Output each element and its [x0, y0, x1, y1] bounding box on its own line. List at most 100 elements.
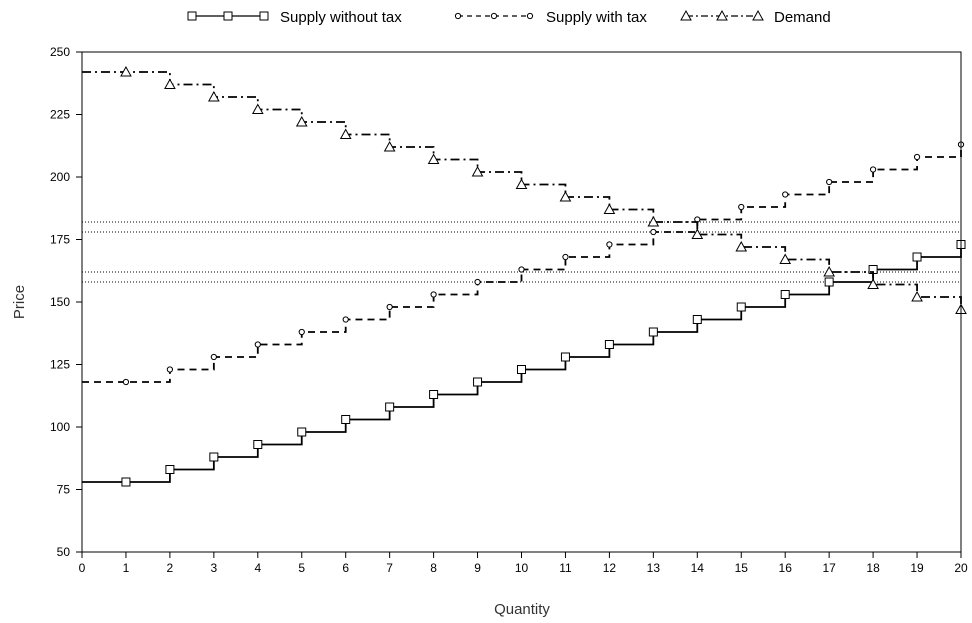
data-point-circle	[122, 378, 130, 386]
data-point-circle	[738, 203, 745, 211]
data-point-triangle	[251, 103, 264, 114]
data-point-circle	[298, 328, 305, 336]
data-point-circle	[430, 291, 437, 298]
data-point-triangle	[867, 278, 879, 289]
series-circle	[82, 141, 965, 386]
data-point-square	[517, 365, 526, 374]
axes: 0 1 2 3 4 5 6 7 8 9 10 11 12 13 14 15 16 17 18 19 20 5075100…	[11, 45, 968, 618]
y-tick-label: 200	[50, 170, 70, 184]
data-point-circle	[518, 266, 525, 273]
legend-label: Supply with tax	[546, 9, 647, 26]
data-point-triangle	[339, 128, 352, 139]
data-point-circle	[454, 12, 462, 20]
data-point-triangle	[691, 228, 704, 239]
x-tick-label: 2	[167, 561, 174, 575]
data-point-square	[648, 327, 658, 337]
data-point-circle	[782, 191, 789, 198]
y-axis-title: Price	[11, 285, 28, 319]
data-point-square	[385, 402, 395, 412]
x-tick-label: 3	[211, 561, 218, 575]
data-point-square	[259, 11, 269, 21]
y-tick-label: 250	[50, 45, 70, 59]
x-ticks: 0 1 2 3 4 5 6 7 8 9 10 11 12 13 14 15 16 17 18 19 20	[79, 552, 968, 575]
series-triangle	[82, 65, 967, 314]
data-point-triangle	[295, 115, 308, 127]
data-point-triangle	[779, 253, 792, 264]
plot-frame	[81, 51, 962, 553]
legend-label: Supply without tax	[280, 9, 402, 26]
data-point-circle	[490, 12, 498, 20]
data-point-triangle	[471, 165, 484, 177]
y-tick-label: 50	[57, 545, 71, 559]
x-tick-label: 13	[647, 561, 661, 575]
x-tick-label: 17	[822, 561, 836, 575]
x-tick-label: 10	[515, 561, 529, 575]
data-point-triangle	[515, 178, 528, 189]
series-line	[82, 144, 962, 383]
data-point-circle	[913, 153, 921, 161]
legend-item: Supply with tax	[454, 9, 647, 26]
data-point-triangle	[603, 203, 616, 214]
data-point-circle	[166, 366, 173, 373]
data-point-triangle	[911, 290, 923, 302]
data-point-square	[736, 302, 746, 312]
data-point-circle	[650, 228, 657, 236]
x-tick-label: 16	[779, 561, 793, 575]
data-point-circle	[386, 303, 393, 311]
series-line	[82, 71, 962, 310]
data-point-square	[429, 390, 439, 399]
data-point-circle	[474, 278, 481, 286]
data-point-circle	[606, 241, 613, 248]
y-tick-label: 75	[57, 483, 71, 497]
reference-lines	[82, 221, 961, 283]
x-axis-title: Quantity	[494, 601, 550, 618]
data-point-square	[341, 415, 351, 424]
data-point-circle	[870, 166, 877, 173]
legend-item: Supply without tax	[187, 9, 402, 26]
data-point-square	[780, 290, 790, 299]
data-point-square	[604, 340, 614, 349]
data-point-circle	[826, 178, 833, 186]
x-tick-label: 11	[559, 561, 572, 575]
data-point-square	[209, 452, 219, 462]
y-tick-label: 100	[50, 420, 70, 434]
data-point-square	[912, 252, 922, 262]
data-point-square	[165, 465, 175, 474]
x-tick-label: 8	[430, 561, 437, 575]
data-point-circle	[526, 12, 534, 20]
data-point-circle	[562, 253, 569, 261]
data-point-square	[560, 352, 570, 362]
x-tick-label: 6	[342, 561, 349, 575]
y-tick-label: 225	[50, 108, 70, 122]
series-layer	[82, 65, 967, 487]
data-point-square	[473, 377, 483, 387]
data-point-triangle	[647, 215, 660, 227]
data-point-square	[297, 427, 307, 437]
legend-label: Demand	[774, 9, 831, 26]
x-tick-label: 0	[79, 561, 86, 575]
x-tick-label: 1	[123, 561, 130, 575]
series-line	[82, 244, 962, 483]
data-point-square	[121, 477, 131, 487]
x-tick-label: 19	[910, 561, 924, 575]
data-point-square	[187, 11, 197, 21]
data-point-square	[223, 11, 233, 21]
data-point-triangle	[680, 9, 692, 21]
x-tick-label: 20	[954, 561, 968, 575]
data-point-square	[253, 440, 263, 449]
data-point-triangle	[735, 240, 748, 252]
legend-item: Demand	[680, 9, 831, 26]
data-point-triangle	[120, 65, 132, 77]
data-point-triangle	[823, 265, 835, 277]
data-point-square	[824, 277, 834, 287]
data-point-triangle	[208, 90, 220, 102]
data-point-triangle	[716, 9, 728, 21]
data-point-triangle	[427, 153, 440, 164]
x-tick-label: 12	[603, 561, 617, 575]
data-point-circle	[254, 341, 261, 348]
data-point-square	[692, 315, 702, 324]
y-tick-label: 125	[50, 358, 70, 372]
x-tick-label: 18	[866, 561, 880, 575]
legend: Supply without tax Supply with tax Demand	[187, 9, 831, 26]
